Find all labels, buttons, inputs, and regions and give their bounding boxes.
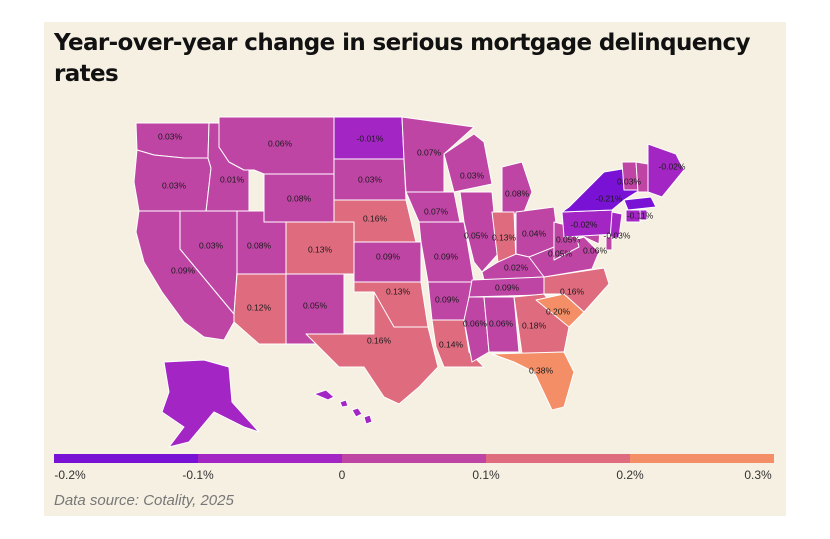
legend-tick: 0.1% xyxy=(472,468,500,482)
state-label-me: -0.02% xyxy=(659,161,686,171)
state-fl xyxy=(491,351,575,411)
legend-bin-1 xyxy=(54,454,198,463)
state-label-ar: 0.09% xyxy=(435,294,460,304)
state-ms xyxy=(463,296,490,363)
state-label-az: 0.12% xyxy=(247,302,272,312)
state-label-ks: 0.09% xyxy=(376,251,401,261)
legend-bin-3 xyxy=(342,454,486,463)
state-label-co: 0.13% xyxy=(308,244,333,254)
state-label-tn: 0.09% xyxy=(495,282,520,292)
state-label-ne: 0.16% xyxy=(363,213,388,223)
state-label-ca: 0.09% xyxy=(171,265,196,275)
state-nc xyxy=(543,267,610,313)
legend-bin-4 xyxy=(486,454,630,463)
state-label-il: 0.05% xyxy=(464,230,489,240)
state-label-ga: 0.18% xyxy=(522,320,547,330)
state-ri xyxy=(639,209,648,221)
state-label-va: 0.05% xyxy=(548,248,573,258)
state-hi-island xyxy=(363,414,373,425)
state-label-nc: 0.16% xyxy=(560,286,585,296)
chart-title: Year-over-year change in serious mortgag… xyxy=(54,30,751,87)
state-de xyxy=(605,236,613,251)
state-label-in: 0.13% xyxy=(492,232,517,242)
state-tx xyxy=(305,291,439,405)
state-label-or: 0.03% xyxy=(162,180,187,190)
state-label-mi: 0.08% xyxy=(505,188,530,198)
state-label-ma: -0.11% xyxy=(627,210,654,220)
state-mi xyxy=(501,161,533,218)
state-hi-island xyxy=(339,399,349,408)
state-nj xyxy=(609,211,623,241)
data-source-note: Data source: Cotality, 2025 xyxy=(54,492,234,509)
state-label-la: 0.14% xyxy=(439,339,464,349)
state-nh xyxy=(635,161,649,193)
us-choropleth-map: 0.03% 0.03% 0.09% 0.01% 0.03% 0.06% 0.08% 0.08%… xyxy=(133,116,686,448)
legend-tick: -0.1% xyxy=(182,468,214,482)
state-label-nd: -0.01% xyxy=(357,133,384,143)
state-ny xyxy=(561,166,641,213)
state-label-mo: 0.09% xyxy=(434,251,459,261)
state-label-tx: 0.16% xyxy=(367,335,392,345)
state-ct xyxy=(625,209,641,223)
state-label-wy: 0.08% xyxy=(287,193,312,203)
chart-card: Year-over-year change in serious mortgag… xyxy=(44,22,786,516)
legend-tick: 0.2% xyxy=(616,468,644,482)
state-label-nv: 0.03% xyxy=(199,240,224,250)
state-label-ny: -0.21% xyxy=(596,193,623,203)
legend-tick: 0 xyxy=(338,468,346,482)
state-label-nj: -0.03% xyxy=(604,230,631,240)
state-label-mt: 0.06% xyxy=(268,138,293,148)
state-label-ut: 0.08% xyxy=(247,240,272,250)
state-label-ia: 0.07% xyxy=(424,206,449,216)
state-al xyxy=(483,296,520,353)
state-ks xyxy=(353,241,422,283)
state-label-mn: 0.07% xyxy=(417,147,442,157)
state-label-oh: 0.04% xyxy=(522,228,547,238)
state-label-ky: 0.02% xyxy=(504,262,529,272)
state-wi xyxy=(443,133,493,193)
state-label-ok: 0.13% xyxy=(386,286,411,296)
state-label-ms: 0.06% xyxy=(463,318,488,328)
state-label-nm: 0.05% xyxy=(303,300,328,310)
state-label-md: 0.06% xyxy=(583,245,608,255)
state-label-al: 0.06% xyxy=(489,318,514,328)
state-ma xyxy=(623,196,657,211)
state-label-fl: 0.38% xyxy=(529,365,554,375)
legend-tick: -0.2% xyxy=(54,468,86,482)
state-label-wv: 0.05% xyxy=(556,234,581,244)
legend-tick: 0.3% xyxy=(744,468,772,482)
state-label-sc: 0.20% xyxy=(546,306,571,316)
state-label-sd: 0.03% xyxy=(358,174,383,184)
state-label-pa: -0.02% xyxy=(571,219,598,229)
state-label-id: 0.01% xyxy=(220,174,245,184)
state-label-vt: 0.03% xyxy=(617,176,642,186)
legend-bin-2 xyxy=(198,454,342,463)
state-label-wa: 0.03% xyxy=(158,131,183,141)
state-hi-island xyxy=(351,407,363,418)
state-label-wi: 0.03% xyxy=(460,170,485,180)
legend-bin-5 xyxy=(630,454,774,463)
legend-color-bar xyxy=(54,454,774,463)
state-ak xyxy=(161,359,260,448)
state-hi xyxy=(313,389,335,401)
